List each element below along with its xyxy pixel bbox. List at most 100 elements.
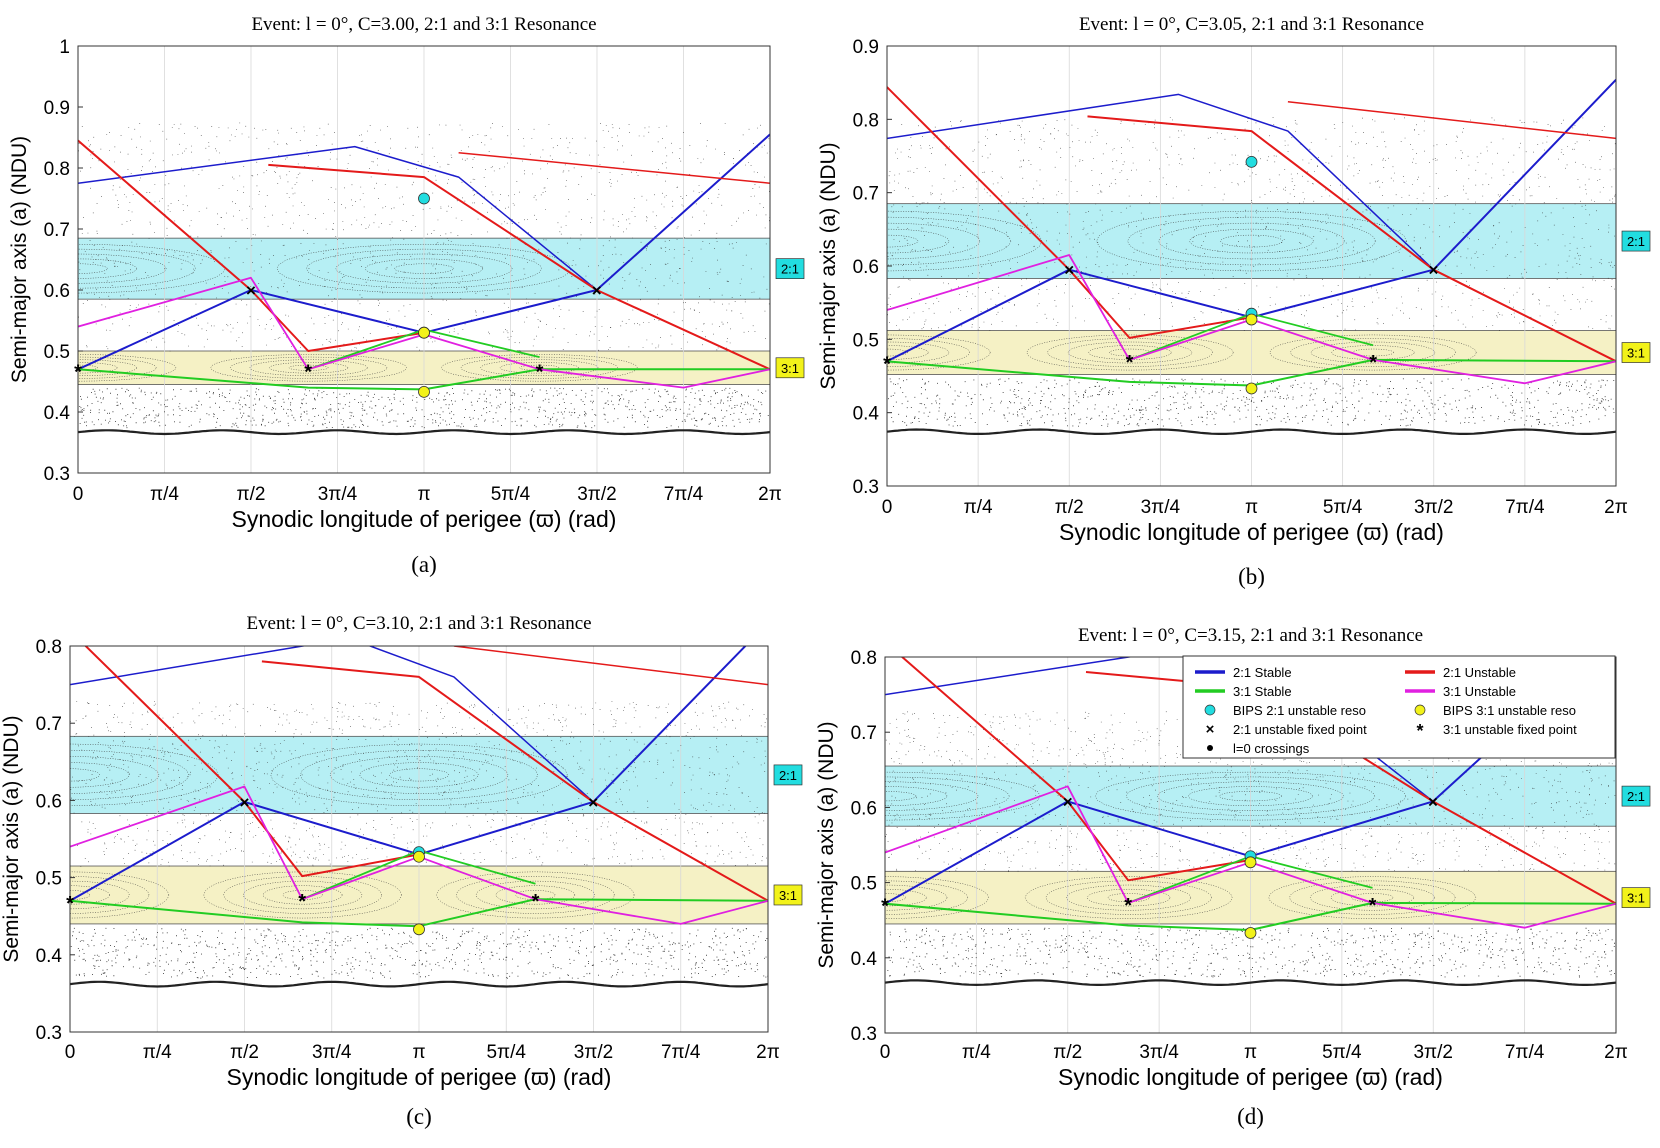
unstable-2-1-curve (261, 660, 768, 902)
island-contour (394, 263, 454, 274)
band-2-1-label-box (1621, 785, 1651, 807)
unstable-3-1-curve (1372, 902, 1616, 929)
y-tick-label: 0.4 (853, 404, 880, 425)
legend-label: 3:1 Unstable (1443, 684, 1516, 699)
island-contour (210, 354, 407, 382)
chart-panel-a: × × * * * 2:1 3:1 Event: l = 0°, C=3.00, 2:1 an… (8, 14, 805, 577)
island-contour (1066, 884, 1192, 911)
y-tick-label: 0.7 (36, 714, 62, 735)
y-tick-label: 0.6 (36, 791, 62, 812)
island-contour (1189, 228, 1314, 254)
y-tick-label: 0.3 (853, 477, 879, 498)
band-3-1-label-box (1621, 887, 1651, 908)
fixed-point-3-1-marker: * (532, 891, 540, 913)
x-tick-label: π/2 (1055, 497, 1084, 518)
band-2-1-label: 2:1 (1627, 234, 1645, 249)
bips-3-1-marker (418, 326, 430, 339)
island-contour (203, 871, 402, 919)
x-tick-label: 2π (1604, 1042, 1628, 1063)
regular-orbit-line (885, 979, 1616, 987)
fixed-point-3-1-marker: * (536, 361, 544, 383)
band-2-1-label-box (773, 764, 803, 786)
legend-label: l=0 crossings (1233, 741, 1310, 756)
x-tick-label: π/4 (962, 1042, 991, 1063)
island-contour (300, 749, 538, 800)
bips-2-1-marker (418, 192, 430, 205)
band-3-1-label-box (775, 357, 805, 379)
y-tick-label: 0.6 (853, 257, 879, 278)
x-tick-label: 3π/2 (1414, 497, 1454, 518)
unstable-2-1-curve (458, 151, 770, 184)
x-tick-label: π/2 (237, 484, 266, 505)
unstable-2-1-curve (1087, 115, 1616, 363)
island-contour (1157, 781, 1344, 811)
fixed-point-2-1-marker: × (588, 793, 598, 812)
island-contour (1024, 876, 1233, 919)
island-contour (1045, 880, 1212, 915)
y-tick-label: 0.7 (853, 184, 879, 205)
fixed-point-3-1-marker: * (1126, 352, 1134, 374)
fixed-point-3-1-marker: * (74, 361, 82, 383)
band-3-1-label-box (1621, 342, 1651, 363)
unstable-2-1-curve (268, 163, 770, 371)
x-tick-label: 3π/4 (312, 1042, 352, 1063)
fixed-point-2-1-marker: × (1064, 261, 1074, 280)
island-contour (885, 876, 989, 919)
x-tick-label: 5π/4 (1323, 497, 1363, 518)
island-contour (1268, 876, 1477, 919)
island-contour (329, 756, 509, 794)
island-contour (1220, 234, 1283, 248)
panel-caption: (b) (1238, 564, 1265, 589)
island-contour (1067, 341, 1193, 364)
y-tick-label: 0.7 (851, 723, 877, 744)
x-tick-label: 3π/4 (1139, 1042, 1179, 1063)
island-contour (887, 334, 991, 371)
x-axis-label: Synodic longitude of perigee (ϖ) (rad) (1058, 1064, 1443, 1090)
island-contour (885, 786, 948, 806)
unstable-2-1-curve (1287, 100, 1616, 140)
legend: 2:1 Stable 2:1 Unstable 3:1 Stable 3:1 Unst… (1182, 655, 1616, 759)
chart-panel-d: × × * * * 2:1 3:1 Event: l = 0°, C=3.15, 2:1 an… (815, 625, 1651, 1129)
regular-orbit-line (887, 428, 1616, 435)
island-contour (885, 893, 906, 903)
island-contour (887, 341, 950, 364)
island-contour (1108, 348, 1151, 357)
x-tick-label: 5π/4 (1322, 1042, 1362, 1063)
island-contour (359, 762, 479, 788)
y-tick-label: 0.7 (44, 220, 70, 241)
unstable-2-1-curve (78, 139, 425, 352)
y-axis-label: Semi-major axis (a) (NDU) (815, 721, 838, 968)
legend-symbol: × (1206, 721, 1215, 738)
bips-3-1-marker (413, 923, 425, 936)
x-tick-label: 3π/2 (1413, 1042, 1453, 1063)
chart-title: Event: l = 0°, C=3.15, 2:1 and 3:1 Reson… (1078, 625, 1423, 646)
panel-caption: (d) (1237, 1104, 1264, 1129)
stable-2-1-curve (887, 93, 1435, 271)
island-contour (1107, 893, 1150, 903)
axes-frame (69, 645, 769, 1033)
y-tick-label: 0.8 (853, 110, 879, 131)
stable-2-1-curve (78, 145, 598, 291)
bips-2-1-marker (1245, 155, 1258, 168)
island-contour (70, 756, 160, 794)
regular-orbit-line (70, 980, 768, 988)
band-2-1-label-box (1621, 230, 1651, 252)
unstable-3-1-curve (1372, 359, 1616, 385)
fixed-point-3-1-marker: * (1369, 895, 1377, 917)
y-axis-label: Semi-major axis (a) (NDU) (0, 715, 23, 962)
island-contour (436, 871, 635, 919)
chart-panel-c: × × * * * 2:1 3:1 Event: l = 0°, C=3.10, 2:1 an… (0, 613, 803, 1129)
x-axis-label: Synodic longitude of perigee (ϖ) (rad) (1059, 519, 1444, 545)
unstable-2-1-curve (900, 657, 1251, 882)
y-tick-label: 0.8 (851, 648, 877, 669)
x-tick-label: π (1245, 497, 1258, 518)
fixed-point-3-1-marker: * (304, 361, 312, 383)
bips-3-1-marker (1245, 313, 1258, 326)
island-contour (70, 871, 170, 919)
legend-box (1182, 655, 1616, 759)
x-tick-label: π (1244, 1042, 1257, 1063)
panel-caption: (a) (411, 552, 437, 577)
band-2-1-label: 2:1 (781, 262, 799, 277)
island-contour (1088, 345, 1172, 360)
